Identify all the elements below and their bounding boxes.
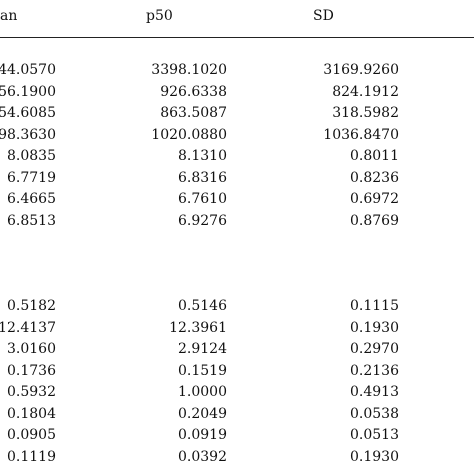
table-row: 6.7719 6.8316 0.8236 (0, 168, 474, 189)
table-row: 0.1736 0.1519 0.2136 (0, 361, 474, 382)
cell-mean: 8.0835 (7, 148, 56, 164)
cell-sd: 0.6972 (350, 191, 399, 207)
table-row: 98.3630 1020.0880 1036.8470 (0, 125, 474, 146)
cell-mean: 6.4665 (7, 191, 56, 207)
cell-sd: 0.1930 (350, 319, 399, 336)
cell-mean: 12.4137 (0, 319, 56, 336)
cell-sd: 824.1912 (332, 83, 399, 100)
cell-p50: 6.8316 (178, 169, 227, 186)
cell-p50: 1020.0880 (151, 126, 227, 143)
cell-mean: 54.6085 (0, 105, 56, 121)
cell-sd: 0.0513 (350, 427, 399, 443)
cell-sd: 0.8011 (350, 148, 399, 164)
cell-sd: 0.2136 (350, 362, 399, 379)
cell-sd: 318.5982 (332, 105, 399, 121)
cell-p50: 0.5146 (178, 298, 227, 314)
cell-sd: 0.8769 (350, 212, 399, 229)
cell-mean: 6.7719 (7, 169, 56, 186)
cell-mean: 0.1804 (7, 405, 56, 422)
cell-p50: 0.1519 (178, 362, 227, 379)
cell-p50: 3398.1020 (151, 62, 227, 78)
header-rule (0, 37, 474, 38)
header-mean: an (0, 8, 18, 24)
table-row: 12.4137 12.3961 0.1930 (0, 318, 474, 339)
cell-mean: 0.5182 (7, 298, 56, 314)
header-sd: SD (313, 8, 334, 24)
cell-sd: 1036.8470 (323, 126, 399, 143)
table-row: 0.1119 0.0392 0.1930 (0, 447, 474, 468)
table-row: 0.5932 1.0000 0.4913 (0, 382, 474, 403)
cell-sd: 0.2970 (350, 341, 399, 357)
cell-sd: 0.4913 (350, 384, 399, 400)
cell-sd: 3169.9260 (323, 62, 399, 78)
header-p50: p50 (146, 8, 173, 24)
table-row: 3.0160 2.9124 0.2970 (0, 339, 474, 360)
table-row: 0.0905 0.0919 0.0513 (0, 425, 474, 446)
cell-p50: 12.3961 (169, 319, 227, 336)
cell-mean: 3.0160 (7, 341, 56, 357)
cell-sd: 0.1930 (350, 448, 399, 465)
cell-p50: 0.0919 (178, 427, 227, 443)
cell-p50: 2.9124 (178, 341, 227, 357)
table-row: 44.0570 3398.1020 3169.9260 (0, 60, 474, 81)
cell-p50: 863.5087 (160, 105, 227, 121)
cell-p50: 0.2049 (178, 405, 227, 422)
table-row: 0.1804 0.2049 0.0538 (0, 404, 474, 425)
cell-p50: 926.6338 (160, 83, 227, 100)
cell-p50: 6.9276 (178, 212, 227, 229)
cell-mean: 44.0570 (0, 62, 56, 78)
cell-mean: 0.0905 (7, 427, 56, 443)
table-row: 8.0835 8.1310 0.8011 (0, 146, 474, 167)
cell-sd: 0.1115 (350, 298, 399, 314)
cell-mean: 6.8513 (7, 212, 56, 229)
table-row: 6.4665 6.7610 0.6972 (0, 189, 474, 210)
table-row: 0.5182 0.5146 0.1115 (0, 296, 474, 317)
cell-mean: 98.3630 (0, 126, 56, 143)
cell-mean: 56.1900 (0, 83, 56, 100)
cell-p50: 8.1310 (178, 148, 227, 164)
cell-sd: 0.8236 (350, 169, 399, 186)
table-row: 56.1900 926.6338 824.1912 (0, 82, 474, 103)
cell-mean: 0.1736 (7, 362, 56, 379)
table-row: 54.6085 863.5087 318.5982 (0, 103, 474, 124)
cell-mean: 0.5932 (7, 384, 56, 400)
table-row: 6.8513 6.9276 0.8769 (0, 211, 474, 232)
cell-mean: 0.1119 (7, 448, 56, 465)
cell-p50: 6.7610 (178, 191, 227, 207)
cell-p50: 0.0392 (178, 448, 227, 465)
cell-p50: 1.0000 (178, 384, 227, 400)
cell-sd: 0.0538 (350, 405, 399, 422)
